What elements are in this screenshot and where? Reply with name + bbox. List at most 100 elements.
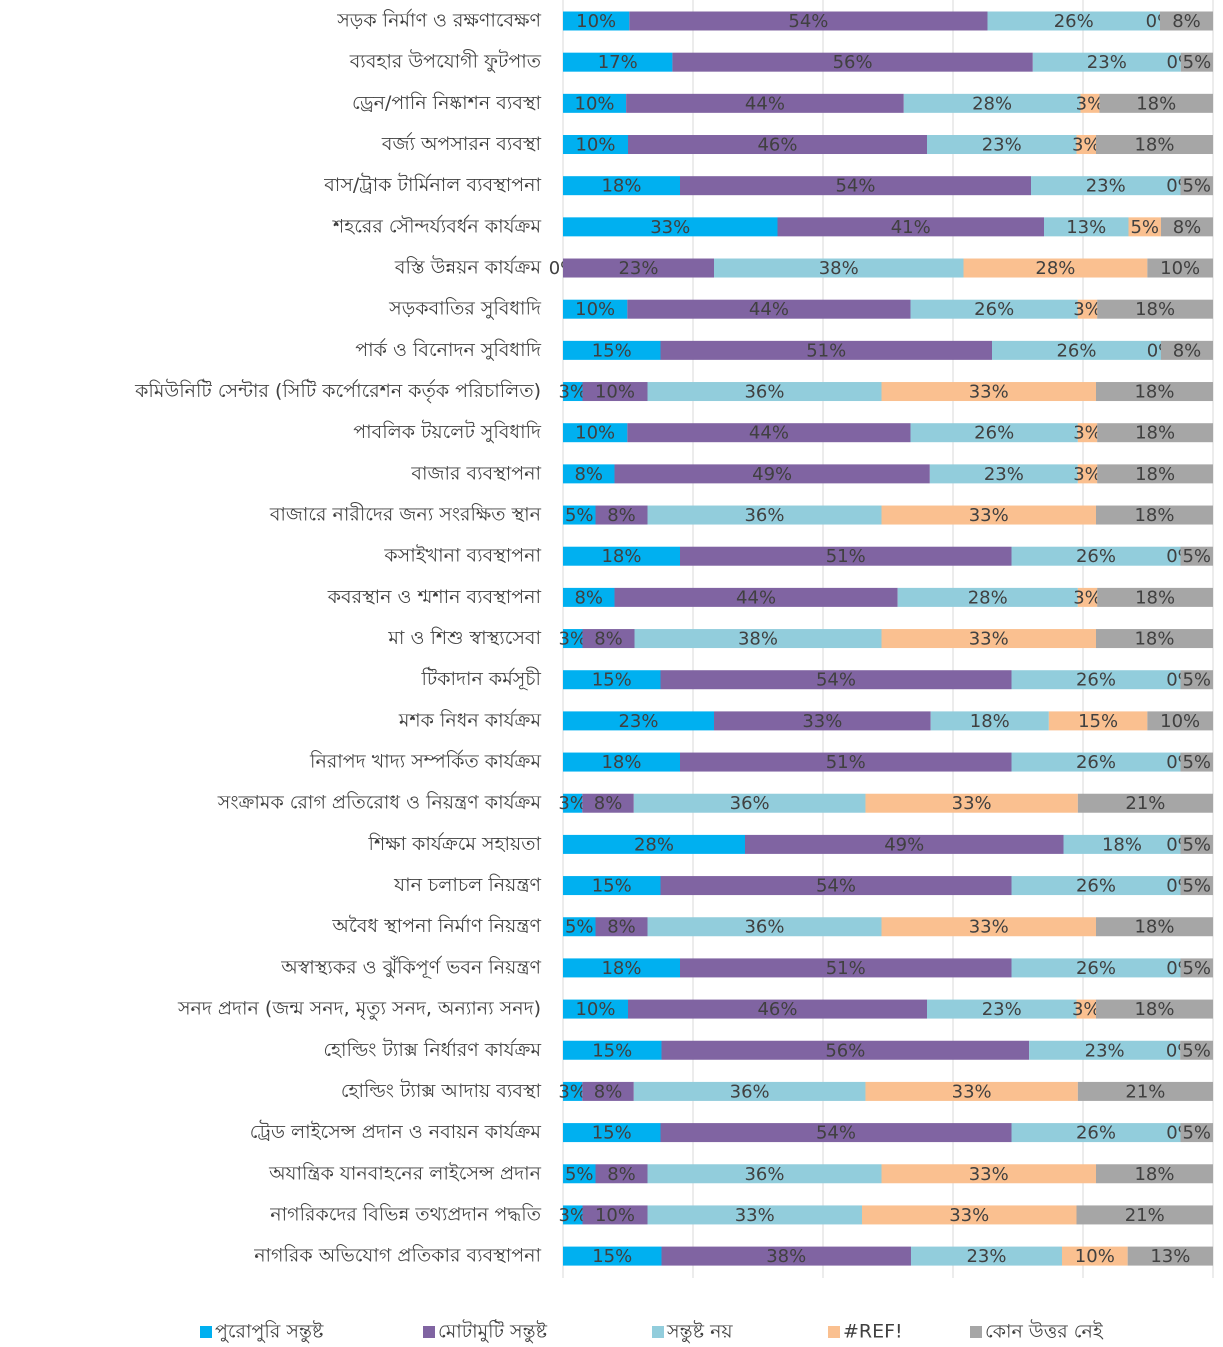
bar-segment [1097,464,1213,484]
bar-segment [563,93,627,113]
data-label: 15% [592,876,632,897]
bar-segment [563,793,583,813]
bar-segment [633,1081,866,1101]
data-label: 5% [1130,217,1159,238]
bar-segment [1180,752,1213,772]
bar-segment [582,382,648,402]
bar-segment [1180,52,1213,72]
category-label: যান চলাচল নিয়ন্ত্রণ [393,874,541,896]
data-label: 54% [816,670,856,691]
bar-segment [865,1081,1078,1101]
bar-segment [1029,1040,1181,1060]
bar-segment [1161,340,1213,360]
bar-segment [1127,1246,1213,1266]
data-label: 5% [1182,834,1211,855]
bar-segment [930,711,1049,731]
legend-swatch [652,1326,664,1338]
bar-segment [627,299,911,319]
bar-segment [563,876,661,896]
legend-swatch [970,1326,982,1338]
data-label: 51% [826,958,866,979]
data-label: 33% [969,382,1009,403]
data-label: 3% [558,1081,587,1102]
bar-segment [881,1164,1096,1184]
bar-segment [563,1123,661,1143]
data-label: 54% [816,876,856,897]
data-label: 3% [1073,423,1102,444]
data-label: 10% [1160,258,1200,279]
data-label: 18% [1102,834,1142,855]
bar-segment [1061,1246,1128,1266]
data-label: 28% [968,587,1008,608]
data-label: 3% [1072,135,1101,156]
bar-segment [1011,752,1181,772]
bar-segment [1096,917,1213,937]
category-label: বর্জ্য অপসারন ব্যবস্থা [381,132,542,155]
category-label: অযান্ত্রিক যানবাহনের লাইসেন্স প্রদান [268,1162,542,1184]
data-label: 5% [565,1164,594,1185]
data-label: 10% [575,135,615,156]
bar-segment [647,1164,882,1184]
bar-segment [563,423,628,443]
legend-label: কোন উত্তর নেই [985,1320,1104,1343]
bar-segment [1147,258,1213,278]
bar-segment [563,917,596,937]
category-label: হোল্ডিং ট্যাক্স নির্ধারণ কার্যক্রম [323,1038,541,1061]
bar-segment [563,752,680,772]
data-label: 28% [1035,258,1075,279]
bar-segment [672,52,1033,72]
bar-segment [628,999,927,1019]
data-label: 18% [1136,93,1176,114]
bar-segment [595,917,648,937]
data-label: 38% [738,629,778,650]
data-label: 33% [969,917,1009,938]
data-label: 46% [757,999,797,1020]
data-label: 56% [825,1040,865,1061]
bar-segment [1031,176,1181,196]
category-label: অস্বাস্থ্যকর ও ঝুঁকিপূর্ণ ভবন নিয়ন্ত্রণ [280,956,541,979]
data-label: 18% [601,546,641,567]
data-label: 36% [730,793,770,814]
bar-segment [1077,423,1098,443]
data-label: 33% [952,793,992,814]
bar-segment [647,505,882,525]
data-label: 49% [752,464,792,485]
data-label: 5% [565,505,594,526]
bar-segment [582,1205,648,1225]
data-label: 8% [607,1164,636,1185]
data-label: 3% [558,793,587,814]
data-label: 5% [1182,670,1211,691]
data-label: 8% [607,505,636,526]
data-label: 18% [1134,917,1174,938]
data-label: 54% [835,176,875,197]
data-label: 26% [1076,876,1116,897]
data-label: 5% [1183,52,1212,73]
bar-segment [647,917,882,937]
data-label: 23% [966,1246,1006,1267]
bar-segment [1032,52,1181,72]
data-label: 10% [595,382,635,403]
data-label: 8% [1173,217,1202,238]
category-label: পার্ক ও বিনোদন সুবিধাদি [355,338,542,361]
data-label: 17% [598,52,638,73]
category-label: সংক্রামক রোগ প্রতিরোধ ও নিয়ন্ত্রণ কার্য… [217,791,542,814]
category-label: হোল্ডিং ট্যাক্স আদায় ব্যবস্থা [341,1079,542,1102]
bar-segment [1011,958,1181,978]
data-label: 13% [1150,1246,1190,1267]
bar-segment [563,176,680,196]
bar-segment [563,999,628,1019]
category-label: অবৈধ স্থাপনা নির্মাণ নিয়ন্ত্রণ [331,914,541,937]
category-label: বাস/ট্রাক টার্মিনাল ব্যবস্থাপনা [323,173,541,196]
legend-swatch [200,1326,212,1338]
data-label: 46% [757,135,797,156]
data-label: 28% [972,93,1012,114]
data-label: 8% [594,629,623,650]
bar-segment [563,135,628,155]
data-label: 18% [1135,464,1175,485]
category-label: টিকাদান কর্মসূচী [420,667,541,690]
bar-segment [881,917,1096,937]
bar-segment [1011,1123,1181,1143]
category-label: নাগরিকদের বিভিন্ন তথ্যপ্রদান পদ্ধতি [269,1203,541,1225]
bar-segment [634,629,882,649]
